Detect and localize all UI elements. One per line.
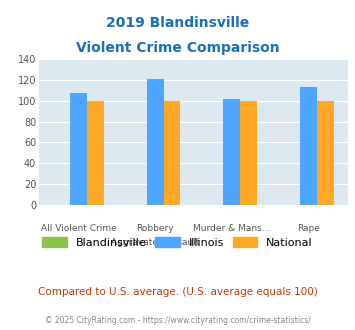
Text: Violent Crime Comparison: Violent Crime Comparison [76, 41, 279, 55]
Text: Aggravated Assault: Aggravated Assault [111, 238, 200, 247]
Text: 2019 Blandinsville: 2019 Blandinsville [106, 16, 249, 30]
Bar [223, 99, 240, 205]
Bar [70, 93, 87, 205]
Text: All Violent Crime: All Violent Crime [40, 224, 116, 233]
Bar [317, 101, 334, 205]
Text: © 2025 CityRating.com - https://www.cityrating.com/crime-statistics/: © 2025 CityRating.com - https://www.city… [45, 315, 310, 325]
Text: Robbery: Robbery [136, 224, 174, 233]
Text: Compared to U.S. average. (U.S. average equals 100): Compared to U.S. average. (U.S. average … [38, 287, 317, 297]
Legend: Blandinsville, Illinois, National: Blandinsville, Illinois, National [42, 237, 313, 248]
Bar [164, 101, 180, 205]
Bar [300, 87, 317, 205]
Text: Rape: Rape [297, 224, 320, 233]
Bar [87, 101, 104, 205]
Bar [147, 79, 164, 205]
Bar [240, 101, 257, 205]
Text: Murder & Mans...: Murder & Mans... [193, 224, 271, 233]
